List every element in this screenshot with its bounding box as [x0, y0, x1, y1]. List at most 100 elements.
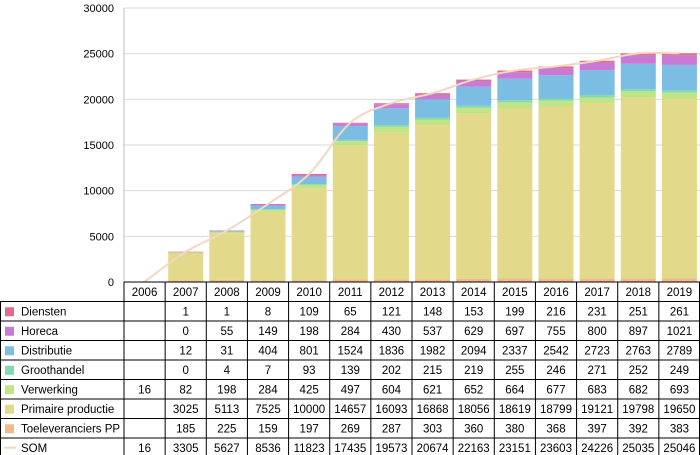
data-label: 231 [588, 306, 607, 318]
data-label: 25046 [663, 443, 695, 455]
bar-verwerking [661, 92, 697, 100]
bar-verwerking [579, 97, 615, 104]
series-label: Primaire productie [21, 404, 114, 416]
data-label: 159 [258, 423, 277, 435]
data-label: 652 [464, 384, 483, 396]
data-label: 121 [382, 306, 401, 318]
data-label: 8536 [255, 443, 281, 455]
category-label: 2006 [132, 287, 158, 299]
bar-horeca [661, 55, 697, 65]
data-label: 284 [258, 384, 278, 396]
data-label: 255 [505, 365, 524, 377]
data-label: 3305 [173, 443, 199, 455]
bar-horeca [291, 175, 327, 177]
data-label: 109 [300, 306, 319, 318]
data-label: 16 [138, 443, 151, 455]
category-label: 2016 [543, 287, 569, 299]
data-label: 2789 [667, 345, 693, 357]
bar-diensten [620, 53, 656, 56]
bar-toeleveranciers-pp [168, 280, 204, 282]
category-label: 2010 [296, 287, 322, 299]
bar-distributie [332, 125, 368, 140]
data-label: 14657 [334, 404, 366, 416]
bar-groothandel [415, 117, 451, 120]
bar-verwerking [620, 91, 656, 98]
data-label: 497 [341, 384, 360, 396]
data-label: 360 [464, 423, 483, 435]
data-label: 693 [670, 384, 689, 396]
bar-distributie [661, 64, 697, 91]
bar-horeca [497, 72, 533, 79]
data-label: 148 [423, 306, 442, 318]
data-label: 425 [300, 384, 319, 396]
bar-groothandel [661, 90, 697, 93]
legend-key [5, 307, 14, 317]
data-label: 1021 [667, 326, 693, 338]
bar-horeca [332, 123, 368, 126]
bar-verwerking [209, 231, 245, 234]
bar-verwerking [373, 126, 409, 133]
bar-toeleveranciers-pp [373, 279, 409, 282]
data-label: 261 [670, 306, 689, 318]
data-label: 664 [505, 384, 525, 396]
bar-verwerking [415, 119, 451, 126]
legend-key [5, 365, 14, 375]
y-tick-label: 15000 [83, 140, 114, 152]
data-label: 287 [382, 423, 401, 435]
data-label: 11823 [294, 443, 325, 455]
data-label: 897 [629, 326, 648, 338]
legend-key [5, 385, 14, 395]
data-label: 199 [505, 306, 524, 318]
bar-toeleveranciers-pp [538, 278, 574, 282]
data-label: 93 [303, 365, 316, 377]
data-label: 24226 [581, 443, 613, 455]
data-label: 12 [179, 345, 192, 357]
bar-groothandel [579, 95, 615, 98]
data-label: 20674 [417, 443, 450, 455]
series-label: Diensten [21, 306, 66, 318]
category-label: 2017 [584, 287, 610, 299]
bar-groothandel [332, 139, 368, 142]
data-label: 683 [588, 384, 607, 396]
data-label: 380 [505, 423, 524, 435]
data-label: 25035 [622, 443, 654, 455]
data-label: 82 [179, 384, 192, 396]
data-label: 1 [183, 306, 189, 318]
bar-primaire-productie [661, 99, 697, 279]
data-label: 368 [546, 423, 565, 435]
bar-horeca [538, 68, 574, 76]
data-label: 251 [629, 306, 648, 318]
bar-verwerking [538, 100, 574, 107]
data-label: 10000 [293, 404, 325, 416]
bar-distributie [579, 70, 615, 96]
data-label: 269 [341, 423, 360, 435]
data-label: 1836 [379, 345, 405, 357]
legend-key [5, 326, 14, 336]
data-label: 397 [588, 423, 607, 435]
data-label: 202 [382, 365, 401, 377]
bar-groothandel [456, 105, 492, 108]
bar-toeleveranciers-pp [291, 280, 327, 282]
data-label: 19121 [581, 404, 613, 416]
data-label: 682 [629, 384, 648, 396]
bar-toeleveranciers-pp [209, 279, 245, 282]
bars [127, 53, 697, 283]
data-label: 16 [138, 384, 151, 396]
data-label: 755 [546, 326, 565, 338]
series-label: Groothandel [21, 365, 84, 377]
bar-verwerking [332, 141, 368, 146]
data-label: 303 [423, 423, 442, 435]
bar-toeleveranciers-pp [250, 280, 286, 282]
category-label: 2011 [338, 287, 363, 299]
bar-toeleveranciers-pp [661, 278, 697, 282]
y-tick-label: 25000 [83, 49, 114, 61]
bar-toeleveranciers-pp [332, 279, 368, 282]
total-line-path [143, 51, 680, 283]
bar-distributie [538, 75, 574, 99]
bar-groothandel [538, 98, 574, 101]
data-label: 1524 [337, 345, 363, 357]
category-label: 2014 [461, 287, 487, 299]
bar-distributie [620, 63, 656, 90]
bar-verwerking [497, 102, 533, 109]
